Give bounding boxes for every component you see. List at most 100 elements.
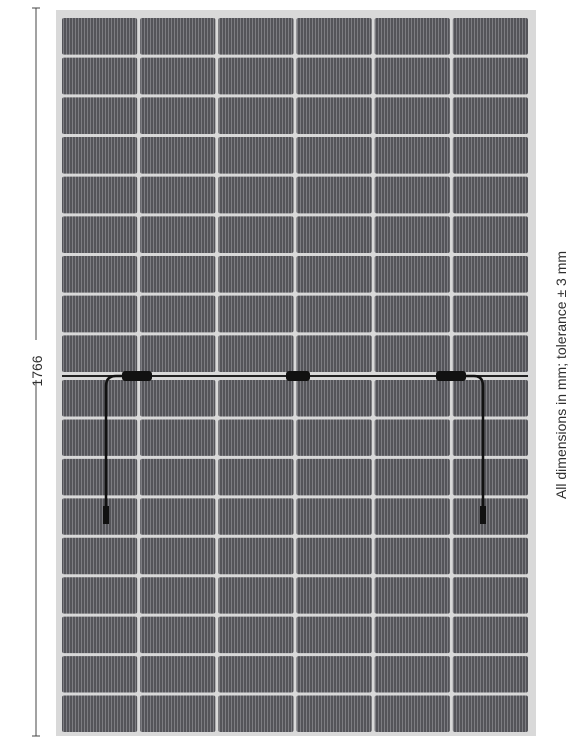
solar-cell (140, 537, 216, 575)
solar-cell (140, 137, 216, 174)
solar-cell (296, 216, 372, 253)
solar-cell (62, 97, 138, 134)
solar-cell (452, 537, 528, 575)
solar-cell (140, 616, 216, 654)
solar-cell (296, 57, 372, 95)
solar-cell (140, 695, 216, 732)
solar-cell (218, 18, 294, 55)
solar-cell (218, 137, 294, 174)
solar-cell (296, 295, 372, 333)
solar-cell (62, 537, 138, 575)
solar-cell (62, 295, 138, 333)
cable-assembly (103, 371, 486, 524)
solar-cell (374, 18, 450, 55)
solar-cell (140, 419, 216, 456)
height-dimension: 1766 (26, 7, 46, 737)
solar-cell (62, 57, 138, 95)
solar-cell (374, 176, 450, 214)
solar-cell (452, 656, 528, 693)
solar-cell (218, 295, 294, 333)
solar-cell (452, 57, 528, 95)
solar-cell (452, 216, 528, 253)
solar-cell (296, 97, 372, 134)
solar-cell (452, 498, 528, 535)
solar-cell (374, 577, 450, 614)
left-cable (104, 374, 150, 508)
solar-cell (452, 577, 528, 614)
solar-cell (452, 137, 528, 174)
solar-cell (374, 419, 450, 456)
solar-cell (296, 176, 372, 214)
solar-cell (296, 498, 372, 535)
solar-cell (452, 380, 528, 417)
right-connector (480, 506, 486, 524)
solar-cell (296, 695, 372, 732)
solar-cell (296, 616, 372, 654)
right-cable (440, 374, 485, 508)
solar-cell (374, 137, 450, 174)
solar-cell (62, 256, 138, 293)
solar-cell (218, 57, 294, 95)
solar-cell (140, 656, 216, 693)
solar-cell (62, 656, 138, 693)
solar-cell (374, 616, 450, 654)
solar-cell (62, 577, 138, 614)
solar-cell (62, 458, 138, 496)
solar-cell (374, 57, 450, 95)
left-connector (103, 506, 109, 524)
solar-cell (374, 656, 450, 693)
solar-cell (140, 97, 216, 134)
solar-cell (218, 335, 294, 372)
solar-cell (374, 335, 450, 372)
solar-cell (62, 335, 138, 372)
solar-cell (374, 216, 450, 253)
solar-cell (140, 295, 216, 333)
solar-cell (374, 458, 450, 496)
solar-cell (218, 695, 294, 732)
solar-cell (452, 176, 528, 214)
solar-cell (296, 537, 372, 575)
solar-cell (140, 577, 216, 614)
solar-cell (452, 335, 528, 372)
solar-cell (218, 537, 294, 575)
solar-cell (140, 18, 216, 55)
solar-cell (296, 380, 372, 417)
height-dimension-label: 1766 (29, 355, 45, 386)
solar-cell (140, 216, 216, 253)
solar-cell (218, 458, 294, 496)
solar-cell (62, 419, 138, 456)
solar-cell (218, 498, 294, 535)
solar-cell (218, 97, 294, 134)
solar-cell (62, 18, 138, 55)
solar-cell (62, 380, 138, 417)
solar-cell (140, 458, 216, 496)
solar-cell (140, 498, 216, 535)
solar-cell (296, 458, 372, 496)
solar-cell (296, 335, 372, 372)
center-junction-box (286, 371, 310, 381)
solar-cell (218, 577, 294, 614)
solar-cell (374, 97, 450, 134)
solar-cell (218, 216, 294, 253)
solar-cell (140, 256, 216, 293)
solar-cell (218, 380, 294, 417)
solar-cell (296, 18, 372, 55)
solar-cell (296, 256, 372, 293)
solar-cell (296, 137, 372, 174)
solar-cell (374, 380, 450, 417)
solar-cell (140, 176, 216, 214)
solar-cell (140, 335, 216, 372)
dimensions-note: All dimensions in mm; tolerance ± 3 mm (553, 251, 569, 499)
solar-cell (296, 419, 372, 456)
cell-grid (62, 18, 528, 732)
solar-cell (374, 537, 450, 575)
solar-cell (374, 256, 450, 293)
solar-cell (218, 656, 294, 693)
solar-cell (140, 380, 216, 417)
solar-cell (62, 695, 138, 732)
solar-cell (218, 256, 294, 293)
solar-cell (62, 616, 138, 654)
solar-cell (452, 695, 528, 732)
solar-cell (62, 137, 138, 174)
